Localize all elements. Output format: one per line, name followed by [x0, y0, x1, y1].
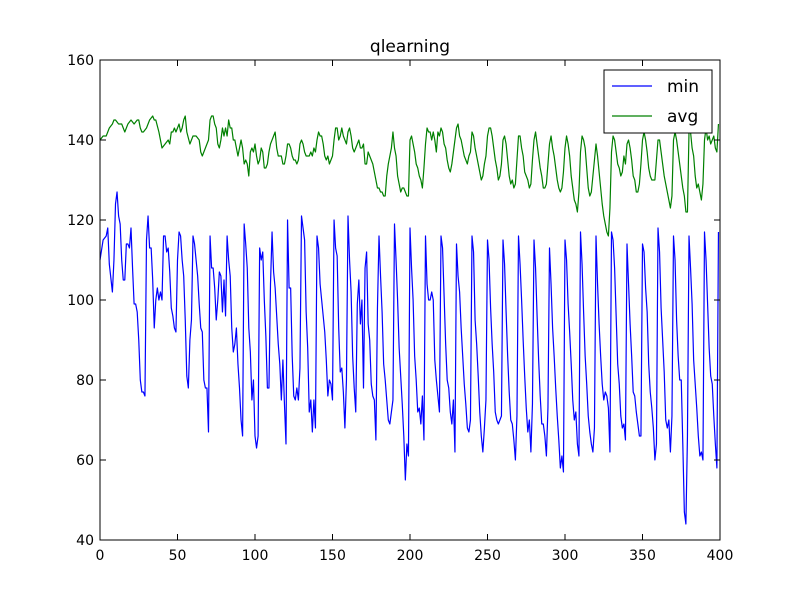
x-tick-label: 300	[552, 548, 579, 564]
legend-box	[603, 69, 713, 134]
x-tick-label: 150	[319, 548, 346, 564]
y-tick-label: 40	[76, 533, 94, 549]
legend: min avg	[603, 69, 713, 134]
x-tick-label: 400	[707, 548, 734, 564]
legend-label-avg: avg	[667, 107, 698, 127]
x-tick-label: 50	[169, 548, 187, 564]
series-layer	[99, 115, 720, 525]
series-line-min	[99, 191, 720, 525]
y-tick-label: 60	[76, 453, 94, 469]
y-tick-label: 100	[67, 293, 94, 309]
y-tick-label: 160	[67, 53, 94, 69]
chart-title: qlearning	[370, 37, 450, 57]
axis-layer: 0 50 100 150 200 250 300 350 400 40 60 80 100 120 140 1…	[67, 53, 733, 564]
y-tick-label: 140	[67, 133, 94, 149]
x-tick-label: 250	[474, 548, 501, 564]
x-tick-label: 350	[629, 548, 656, 564]
x-tick-label: 100	[242, 548, 269, 564]
y-tick-label: 120	[67, 213, 94, 229]
x-tick-label: 200	[397, 548, 424, 564]
x-tick-label: 0	[96, 548, 105, 564]
series-line-avg	[99, 115, 720, 237]
y-tick-label: 80	[76, 373, 94, 389]
legend-label-min: min	[667, 77, 699, 97]
